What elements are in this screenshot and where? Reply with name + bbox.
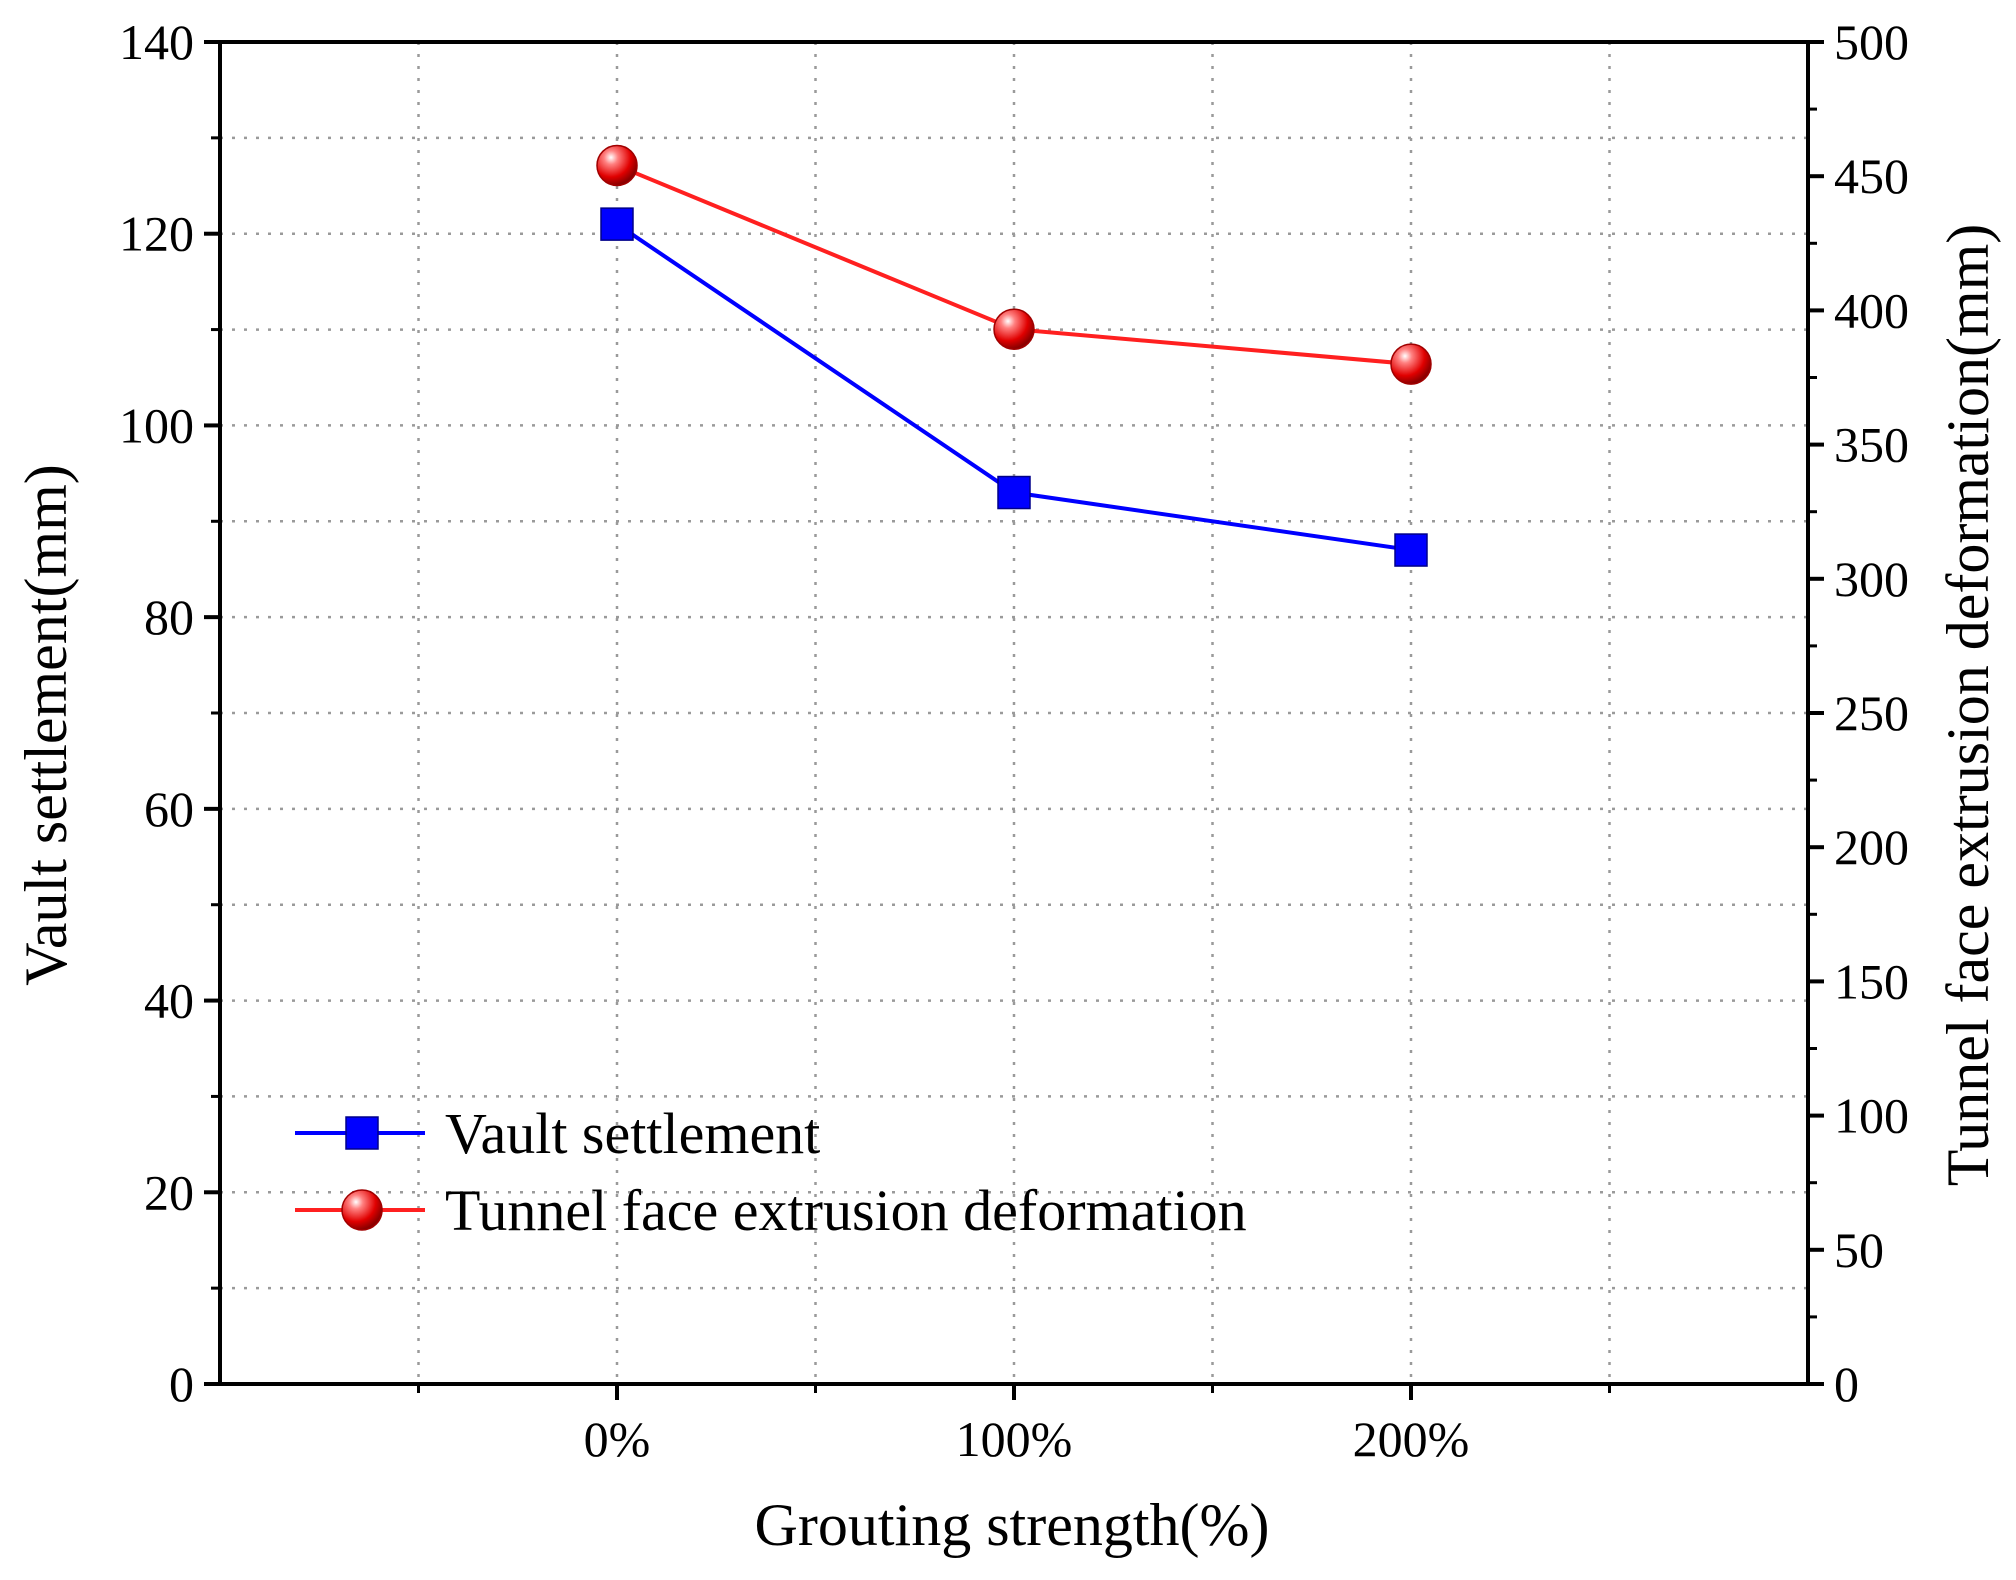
y2-tick-label: 300 — [1834, 551, 1909, 607]
y2-tick-label: 450 — [1834, 148, 1909, 204]
x-tick-label: 100% — [956, 1411, 1073, 1467]
y2-tick-label: 100 — [1834, 1088, 1909, 1144]
data-point-vault-settlement — [600, 207, 634, 241]
y2-tick-label: 500 — [1834, 14, 1909, 70]
grid-lines — [220, 42, 1808, 1384]
series-layer — [596, 144, 1432, 567]
legend-marker-vault-settlement — [345, 1116, 379, 1150]
y-tick-label: 0 — [169, 1356, 194, 1412]
y2-axis-title: Tunnel face extrusion deformation(mm) — [1935, 224, 2001, 1187]
data-point-tunnel-face-extrusion-deformation — [596, 144, 638, 187]
y2-tick-label: 50 — [1834, 1222, 1884, 1278]
y2-tick-label: 350 — [1834, 417, 1909, 473]
legend-label-vault-settlement: Vault settlement — [445, 1101, 820, 1166]
x-tick-label: 200% — [1353, 1411, 1470, 1467]
legend: Vault settlement Tunnel face extrusion de… — [295, 1101, 1247, 1243]
y2-tick-label: 400 — [1834, 282, 1909, 338]
y-tick-label: 100 — [119, 397, 194, 453]
legend-label-tunnel-face-extrusion-deformation: Tunnel face extrusion deformation — [445, 1178, 1247, 1243]
y2-tick-label: 0 — [1834, 1356, 1859, 1412]
data-point-vault-settlement — [997, 475, 1031, 510]
y-axis-title: Vault settlement(mm) — [13, 464, 79, 986]
y-tick-label: 60 — [144, 781, 194, 837]
data-point-tunnel-face-extrusion-deformation — [993, 308, 1035, 350]
axes: 0 20 40 60 80 100 120 140 0 50 100 150 200 250 300 350 4… — [119, 14, 1909, 1467]
y-tick-label: 40 — [144, 973, 194, 1029]
y2-tick-label: 150 — [1834, 953, 1909, 1009]
legend-marker-tunnel-face-extrusion-deformation — [341, 1189, 383, 1231]
y-tick-label: 140 — [119, 14, 194, 70]
data-point-tunnel-face-extrusion-deformation — [1390, 343, 1432, 385]
y-tick-label: 20 — [144, 1164, 194, 1220]
x-tick-label: 0% — [584, 1411, 651, 1467]
y2-tick-label: 250 — [1834, 685, 1909, 741]
data-point-vault-settlement — [1394, 533, 1428, 567]
y2-tick-label: 200 — [1834, 819, 1909, 875]
y-tick-label: 120 — [119, 206, 194, 262]
x-axis-title: Grouting strength(%) — [755, 1492, 1270, 1558]
y-tick-label: 80 — [144, 589, 194, 645]
